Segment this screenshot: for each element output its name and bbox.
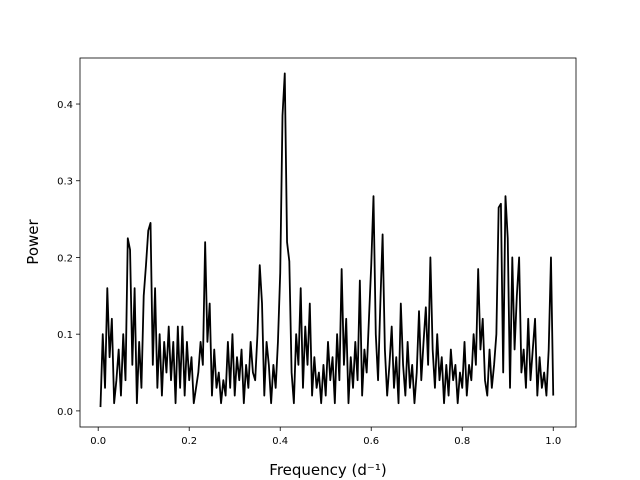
x-tick-label: 0.4 [272,436,288,447]
y-tick-label: 0.4 [57,100,73,111]
x-tick-label: 1.0 [545,436,561,447]
x-tick-label: 0.8 [454,436,470,447]
y-tick-label: 0.3 [57,177,73,188]
x-axis-label: Frequency (d⁻¹) [269,461,386,479]
series-line [99,72,555,408]
x-tick-label: 0.2 [181,436,197,447]
plot-frame [79,57,577,428]
y-tick-label: 0.0 [57,407,73,418]
x-tick-label: 0.0 [90,436,106,447]
y-tick-label: 0.2 [57,253,73,264]
y-axis-label: Power [24,218,42,264]
y-tick-label: 0.1 [57,330,73,341]
x-tick-label: 0.6 [363,436,379,447]
